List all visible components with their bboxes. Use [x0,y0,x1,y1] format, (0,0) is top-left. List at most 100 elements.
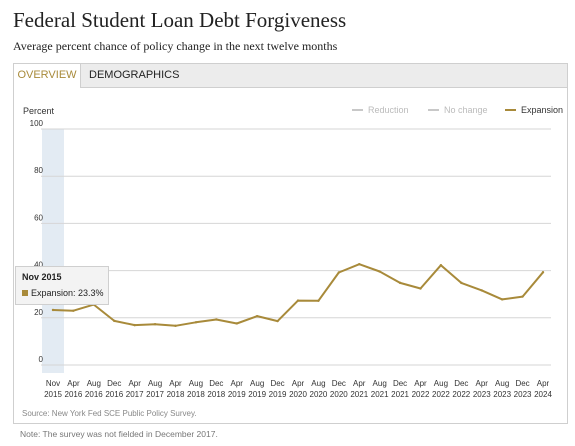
data-point[interactable] [72,309,75,312]
x-tick-label: Dec [454,379,468,388]
x-tick-label: 2015 [44,390,62,399]
legend-item-label[interactable]: No change [444,105,488,115]
data-point[interactable] [113,319,116,323]
data-point[interactable] [521,295,524,298]
x-tick-label: Dec [270,379,284,388]
x-tick-label: Dec [209,379,223,388]
x-tick-label: 2019 [248,390,266,399]
data-point[interactable] [398,281,402,285]
x-tick-label: 2022 [432,390,450,399]
x-tick-label: Aug [495,379,509,388]
x-tick-label: Nov [46,379,60,388]
x-tick-label: 2019 [269,390,287,399]
x-tick-label: Dec [393,379,407,388]
legend[interactable]: Reduction No change Expansion [352,105,563,115]
x-tick-label: Apr [414,379,427,388]
legend-item-label[interactable]: Expansion [521,105,563,115]
x-tick-label: Aug [311,379,325,388]
data-point[interactable] [194,321,198,324]
x-tick-label: 2018 [167,390,185,399]
x-tick-label: 2021 [371,390,389,399]
y-tick-label: 20 [34,308,43,317]
x-axis-ticks: Nov 2015 Apr 2016 Aug 2016 Dec 2016 Apr 2017 Aug 20… [44,379,552,399]
x-tick-label: 2024 [534,390,552,399]
data-point[interactable] [276,319,279,323]
data-point[interactable] [500,298,504,301]
tooltip-row: Expansion: 23.3% [22,288,104,298]
data-point[interactable] [215,318,218,321]
x-tick-label: Apr [476,379,489,388]
tab-overview[interactable]: Overview [14,64,81,88]
x-tick-label: 2023 [493,390,511,399]
series-line-expansion[interactable] [52,263,544,327]
x-tick-label: Apr [292,379,305,388]
data-point[interactable] [317,299,320,303]
x-tick-label: Apr [169,379,182,388]
x-tick-label: 2020 [310,390,328,399]
data-point[interactable] [460,281,463,285]
y-tick-label: 60 [34,213,43,222]
x-tick-label: 2018 [187,390,205,399]
footnote: Note: The survey was not fielded in Dece… [20,429,218,439]
legend-item-label[interactable]: Reduction [368,105,409,115]
y-tick-label: 100 [30,119,44,128]
gridlines [41,128,551,366]
chart-title: Federal Student Loan Debt Forgiveness [13,8,347,32]
y-tick-label: 80 [34,166,43,175]
data-point[interactable] [378,270,381,273]
series-lines [51,263,545,328]
x-tick-label: Apr [128,379,141,388]
x-tick-label: Dec [515,379,529,388]
x-tick-label: Apr [537,379,550,388]
y-tick-label: 40 [34,261,43,270]
y-axis-ticks: 0 20 40 60 80 100 [30,119,44,364]
x-tick-label: Aug [87,379,101,388]
x-tick-label: 2023 [473,390,491,399]
x-tick-label: Dec [332,379,346,388]
chart-subtitle: Average percent chance of policy change … [13,39,338,53]
x-tick-label: 2021 [350,390,368,399]
x-tick-label: Apr [67,379,80,388]
x-tick-label: 2018 [207,390,225,399]
x-tick-label: Aug [189,379,203,388]
data-point[interactable] [439,263,443,267]
data-point[interactable] [174,324,177,328]
data-point[interactable] [255,314,259,318]
data-point[interactable] [358,263,361,266]
x-tick-label: 2021 [391,390,409,399]
x-tick-label: Apr [353,379,366,388]
x-tick-label: Aug [434,379,448,388]
source-text: Source: New York Fed SCE Public Policy S… [22,409,197,418]
data-point[interactable] [480,289,483,292]
x-tick-label: 2022 [452,390,470,399]
data-point[interactable] [337,271,341,274]
x-tick-label: 2016 [65,390,83,399]
data-point[interactable] [51,308,55,312]
tab-bar: Overview Demographics [14,64,567,88]
tab-demographics[interactable]: Demographics [89,69,180,81]
x-tick-label: Aug [373,379,387,388]
y-axis-label: Percent [23,106,55,116]
data-point[interactable] [133,323,136,327]
x-tick-label: 2022 [412,390,430,399]
y-tick-label: 0 [39,355,44,364]
data-point[interactable] [541,271,545,274]
tooltip-title: Nov 2015 [22,272,62,282]
data-point[interactable] [235,322,238,325]
chart-panel: Overview Demographics Source: New York F… [13,63,568,424]
tooltip-swatch [22,290,28,296]
highlight-band [42,129,64,373]
x-tick-label: 2017 [126,390,144,399]
tooltip: Nov 2015 Expansion: 23.3% [15,266,109,305]
x-tick-label: 2016 [105,390,123,399]
x-tick-label: 2020 [330,390,348,399]
data-point[interactable] [419,287,422,290]
data-point[interactable] [296,299,300,302]
x-tick-label: 2017 [146,390,164,399]
x-tick-label: Aug [250,379,264,388]
x-tick-label: Aug [148,379,162,388]
x-tick-label: Apr [231,379,244,388]
data-point[interactable] [153,322,157,326]
x-tick-label: 2023 [514,390,532,399]
